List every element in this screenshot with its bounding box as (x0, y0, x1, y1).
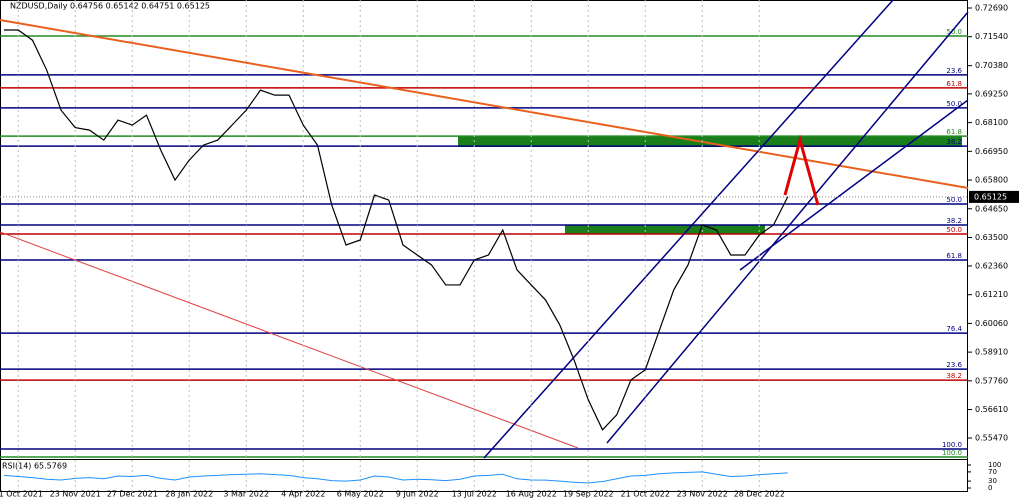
y-tick-label: 0.66950 (975, 147, 1008, 156)
fib-label: 38.2 (946, 372, 962, 380)
x-tick-label: 21 Oct 2022 (621, 490, 670, 499)
fib-label: 38.2 (946, 138, 962, 146)
y-tick-label: 0.64650 (975, 204, 1008, 213)
x-tick-label: 23 Nov 2022 (677, 490, 728, 499)
x-tick-label: 13 Jul 2022 (452, 490, 497, 499)
zone (458, 136, 962, 147)
x-tick-label: 23 Nov 2021 (50, 490, 101, 499)
rsi-tick-label: 70 (988, 468, 997, 476)
y-tick-label: 0.65800 (975, 176, 1008, 185)
channel-line (606, 11, 969, 444)
fib-label: 61.8 (946, 252, 962, 260)
channel-line (739, 99, 969, 271)
rsi-line (3, 471, 788, 484)
y-tick-label: 0.62360 (975, 261, 1008, 270)
fib-label: 38.2 (946, 217, 962, 225)
y-tick-label: 0.55470 (975, 434, 1008, 443)
fib-label: 50.0 (946, 100, 962, 108)
fib-label: 50.0 (946, 196, 962, 204)
y-tick-label: 0.71540 (975, 32, 1008, 41)
y-tick-label: 0.68100 (975, 118, 1008, 127)
fib-label: 76.4 (946, 325, 962, 333)
chart-title: NZDUSD,Daily 0.64756 0.65142 0.64751 0.6… (10, 2, 210, 11)
x-tick-label: 19 Sep 2022 (563, 490, 614, 499)
last-price-box (969, 190, 1019, 203)
x-tick-label: 16 Aug 2022 (506, 490, 557, 499)
y-tick-label: 0.60060 (975, 319, 1008, 328)
fib-label: 50.0 (946, 28, 962, 36)
y-tick-label: 0.72690 (975, 3, 1008, 12)
plot-frame (0, 0, 968, 492)
y-tick-label: 0.61210 (975, 290, 1008, 299)
fib-label: 61.8 (946, 128, 962, 136)
trendline (0, 19, 969, 189)
x-tick-label: 21 Oct 2021 (0, 490, 43, 499)
rsi-tick-label: 100 (988, 461, 1001, 469)
rsi-tick-label: 30 (988, 477, 997, 485)
x-tick-label: 9 Jun 2022 (396, 490, 439, 499)
fib-label: 23.6 (946, 67, 962, 75)
fib-label: 100.0 (942, 441, 962, 449)
channel-line (483, 0, 894, 459)
fib-label: 50.0 (946, 226, 962, 234)
y-tick-label: 0.70380 (975, 61, 1008, 70)
y-tick-label: 0.58910 (975, 348, 1008, 357)
fib-label: 23.6 (946, 361, 962, 369)
rsi-tick-label: 0 (988, 484, 992, 492)
x-tick-label: 28 Dec 2022 (734, 490, 785, 499)
x-tick-label: 3 Mar 2022 (223, 490, 269, 499)
x-tick-label: 6 May 2022 (337, 490, 384, 499)
y-tick-label: 0.63500 (975, 233, 1008, 242)
y-tick-label: 0.56610 (975, 405, 1008, 414)
fib-label: 61.8 (946, 80, 962, 88)
last-price-label: 0.65125 (974, 192, 1007, 201)
zone (565, 225, 765, 234)
x-tick-label: 27 Dec 2021 (107, 490, 158, 499)
y-tick-label: 0.57760 (975, 376, 1008, 385)
y-tick-label: 0.69250 (975, 89, 1008, 98)
x-tick-label: 4 Apr 2022 (281, 490, 325, 499)
projection-arrow (783, 134, 820, 206)
x-tick-label: 28 Jan 2022 (165, 490, 213, 499)
fib-label: 100.0 (942, 449, 962, 457)
price-line (4, 29, 789, 431)
trendline (0, 231, 579, 449)
rsi-label: RSI(14) 65.5769 (2, 462, 67, 471)
